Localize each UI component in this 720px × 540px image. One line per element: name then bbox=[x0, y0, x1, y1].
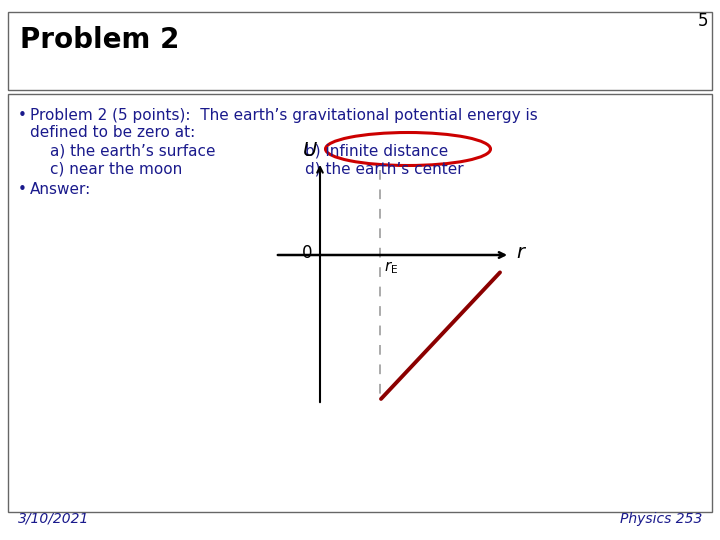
Text: Problem 2: Problem 2 bbox=[20, 26, 179, 54]
Text: b) infinite distance: b) infinite distance bbox=[305, 143, 449, 158]
Bar bbox=[8, 12, 712, 90]
Text: 3/10/2021: 3/10/2021 bbox=[18, 512, 89, 526]
Text: •: • bbox=[18, 108, 27, 123]
Text: $r$: $r$ bbox=[516, 244, 527, 262]
Text: d) the earth’s center: d) the earth’s center bbox=[305, 162, 464, 177]
Text: Problem 2 (5 points):  The earth’s gravitational potential energy is: Problem 2 (5 points): The earth’s gravit… bbox=[30, 108, 538, 123]
Text: $0$: $0$ bbox=[300, 244, 312, 262]
Text: $r_{\rm E}$: $r_{\rm E}$ bbox=[384, 259, 398, 276]
Text: a) the earth’s surface: a) the earth’s surface bbox=[50, 143, 215, 158]
Text: •: • bbox=[18, 182, 27, 197]
Bar bbox=[8, 94, 712, 512]
Text: Answer:: Answer: bbox=[30, 182, 91, 197]
Text: $U$: $U$ bbox=[302, 141, 318, 160]
Text: c) near the moon: c) near the moon bbox=[50, 162, 182, 177]
Text: defined to be zero at:: defined to be zero at: bbox=[30, 125, 195, 140]
Text: 5: 5 bbox=[698, 12, 708, 30]
Text: Physics 253: Physics 253 bbox=[620, 512, 702, 526]
